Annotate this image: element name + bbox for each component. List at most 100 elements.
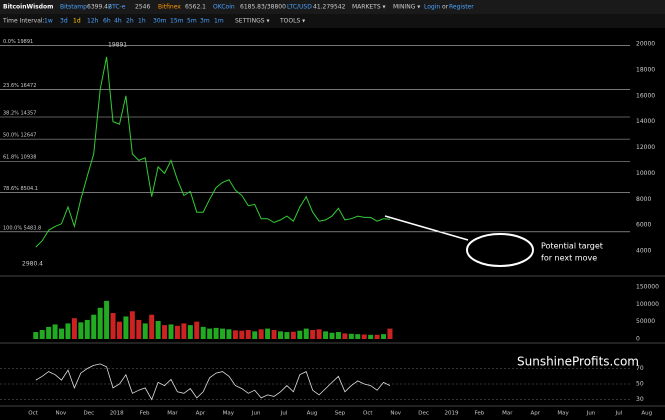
interval[interactable]: 12h: [87, 18, 99, 25]
volume-bar: [239, 330, 245, 339]
month-label: Mar: [502, 411, 513, 417]
menu[interactable]: MARKETS ▾: [352, 4, 386, 11]
ticker-price: 6185.83/38800: [240, 4, 286, 11]
menu[interactable]: MINING ▾: [393, 4, 420, 11]
month-label: Dec: [418, 411, 429, 417]
watermark: SunshineProfits.com: [517, 355, 639, 369]
volume-bar: [277, 331, 283, 339]
interval[interactable]: 30m: [153, 18, 167, 25]
month-label: Oct: [28, 411, 38, 417]
volume-bar: [181, 323, 187, 339]
fib-label: 0.0% 19891: [3, 39, 33, 45]
ticker-price: 2546: [135, 4, 150, 11]
annotation: for next move: [541, 254, 597, 263]
volume-bar: [207, 328, 213, 339]
volume-bar: [123, 316, 129, 339]
price-tick: 16000: [636, 92, 655, 99]
month-label: Nov: [390, 411, 401, 417]
volume-bar: [316, 329, 322, 339]
volume-bar: [381, 334, 387, 339]
volume-bar: [303, 328, 309, 339]
rsi-tick: 70: [636, 365, 644, 372]
month-label: Aug: [641, 411, 652, 417]
volume-bar: [174, 325, 180, 339]
ticker-price: 6399.42: [87, 4, 112, 11]
settings[interactable]: SETTINGS ▾: [235, 18, 269, 25]
volume-bar: [46, 326, 52, 339]
toolbar: [0, 14, 665, 28]
ticker-price: 6562.1: [185, 4, 206, 11]
month-label: Mar: [167, 411, 178, 417]
volume-bar: [33, 332, 39, 339]
topbar: [0, 0, 665, 14]
month-label: Nov: [56, 411, 67, 417]
month-label: May: [223, 411, 235, 417]
fib-label: 61.8% 10938: [3, 155, 36, 161]
volume-bar: [342, 333, 348, 339]
brand[interactable]: BitcoinWisdom: [3, 4, 53, 11]
price-tick: 14000: [636, 118, 655, 125]
volume-bar: [91, 314, 97, 339]
month-label: Jun: [251, 411, 261, 417]
ticker-name[interactable]: Bitfinex: [158, 4, 181, 11]
register[interactable]: Register: [449, 4, 474, 11]
volume-bar: [59, 328, 65, 339]
volume-bar: [323, 331, 329, 339]
interval[interactable]: 1h: [138, 18, 146, 25]
month-label: Jul: [280, 411, 288, 417]
month-label: May: [557, 411, 569, 417]
volume-bar: [232, 330, 238, 339]
volume-bar: [374, 334, 380, 339]
target-ellipse: [466, 233, 534, 267]
volume-bar: [194, 321, 200, 339]
tools[interactable]: TOOLS ▾: [279, 18, 305, 25]
month-label: Feb: [475, 411, 485, 417]
volume-bar: [200, 326, 206, 339]
volume-bar: [290, 331, 296, 339]
volume-bar: [52, 324, 58, 339]
month-label: Apr: [530, 411, 540, 417]
interval[interactable]: 1m: [214, 18, 224, 25]
interval[interactable]: 3m: [200, 18, 210, 25]
annotation: Potential target: [541, 242, 603, 251]
interval[interactable]: 5m: [187, 18, 197, 25]
volume-bar: [78, 322, 84, 339]
price-tick: 10000: [636, 170, 655, 177]
month-label: Aug: [307, 411, 318, 417]
volume-bar: [162, 325, 168, 339]
ticker-name[interactable]: BTC-e: [108, 4, 126, 11]
price-tick: 18000: [636, 66, 655, 73]
interval[interactable]: 15m: [170, 18, 184, 25]
price-tick: 12000: [636, 144, 655, 151]
volume-bar: [245, 329, 251, 339]
volume-bar: [168, 324, 174, 339]
fib-label: 100.0% 5483.8: [3, 225, 41, 231]
month-label: Dec: [83, 411, 94, 417]
volume-bar: [149, 314, 155, 339]
month-label: Feb: [140, 411, 150, 417]
price-tick: 8000: [636, 196, 651, 203]
ticker-name[interactable]: Bitstamp: [60, 4, 87, 11]
ticker-name[interactable]: OKCoin: [213, 4, 235, 11]
volume-bar: [187, 325, 193, 339]
interval[interactable]: 3d: [60, 18, 68, 25]
volume-bar: [271, 329, 277, 339]
price-tick: 4000: [636, 248, 651, 255]
interval[interactable]: 6h: [103, 18, 111, 25]
interval[interactable]: 4h: [114, 18, 122, 25]
interval[interactable]: 1d: [73, 18, 81, 25]
volume-bar: [39, 329, 45, 339]
month-label: Apr: [196, 411, 206, 417]
volume-bar: [97, 307, 103, 339]
volume-bar: [252, 331, 258, 339]
fib-label: 38.2% 14357: [3, 111, 36, 117]
login[interactable]: Login: [424, 4, 440, 11]
interval[interactable]: 2h: [126, 18, 134, 25]
ticker-name[interactable]: LTC/USD: [287, 4, 312, 11]
volume-bar: [348, 333, 354, 339]
volume-tick: 0: [636, 336, 640, 343]
rsi-tick: 50: [636, 381, 644, 388]
interval[interactable]: 1w: [44, 18, 53, 25]
